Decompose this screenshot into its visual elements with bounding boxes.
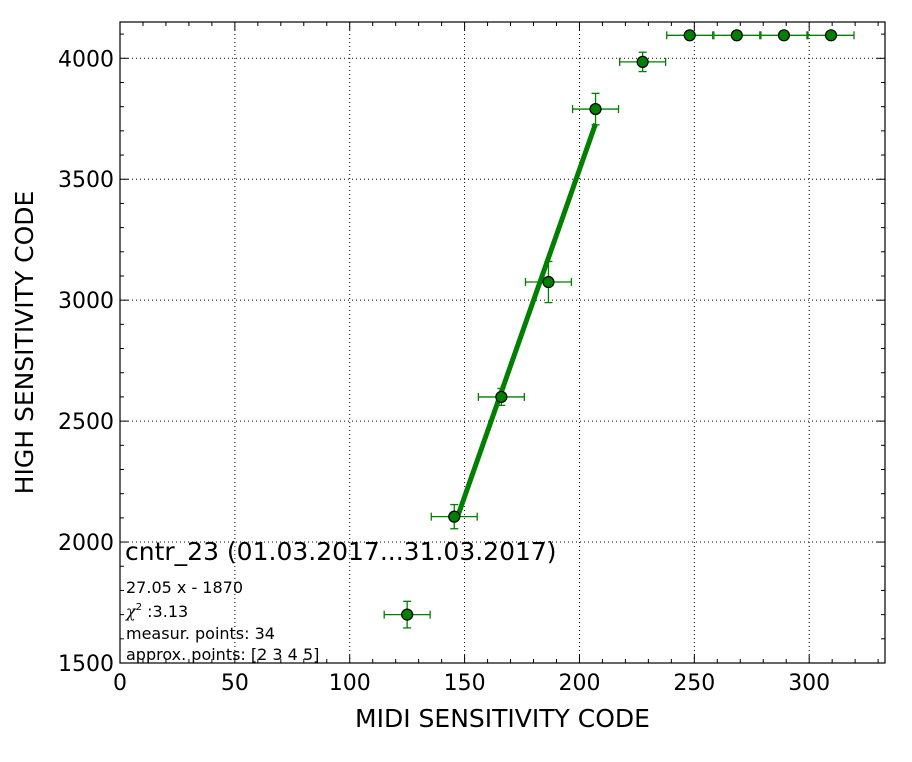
data-point [495,390,508,404]
x-axis-label: MIDI SENSITIVITY CODE [355,704,650,733]
y-tick-label: 3500 [58,168,114,193]
point-layer [401,29,838,621]
x-tick-label: 200 [558,671,600,696]
annotation-chi: χ2 :3.13 [125,602,188,621]
chi-symbol: χ [125,602,137,621]
x-tick-label: 250 [673,671,715,696]
chi-exponent: 2 [136,602,142,613]
grid-layer [120,22,885,663]
x-tick-label: 50 [221,671,249,696]
annotation-approx-points: approx. points: [2 3 4 5] [126,645,319,664]
data-point [730,29,743,42]
data-point [448,510,461,523]
annotation-title: cntr_23 (01.03.2017...31.03.2017) [125,537,557,566]
x-tick-label: 0 [113,671,127,696]
data-point [636,55,649,69]
data-point [589,102,602,116]
y-tick-label: 1500 [58,652,114,677]
x-tick-label: 300 [788,671,830,696]
data-point [401,608,414,621]
plot-frame [119,21,886,664]
chi-value: :3.13 [142,602,188,621]
fit-line [454,122,598,520]
data-point [542,275,555,289]
data-point [824,29,838,42]
tick-labels: 0 50 100 150 200 250 300 1500 2000 2500 3000 3500 40… [58,47,830,696]
y-axis-label: HIGH SENSITIVITY CODE [10,191,39,495]
minor-ticks [119,22,885,664]
y-tick-label: 2000 [58,531,114,556]
data-point [777,29,791,42]
x-tick-label: 150 [444,671,486,696]
annotation-measur-points: measur. points: 34 [126,624,275,643]
annotation-equation: 27.05 x - 1870 [126,578,243,597]
data-point [683,29,696,42]
y-tick-label: 3000 [58,289,114,314]
fit-layer [454,122,598,520]
y-tick-label: 2500 [58,410,114,435]
x-tick-label: 100 [329,671,371,696]
y-tick-label: 4000 [58,47,114,72]
